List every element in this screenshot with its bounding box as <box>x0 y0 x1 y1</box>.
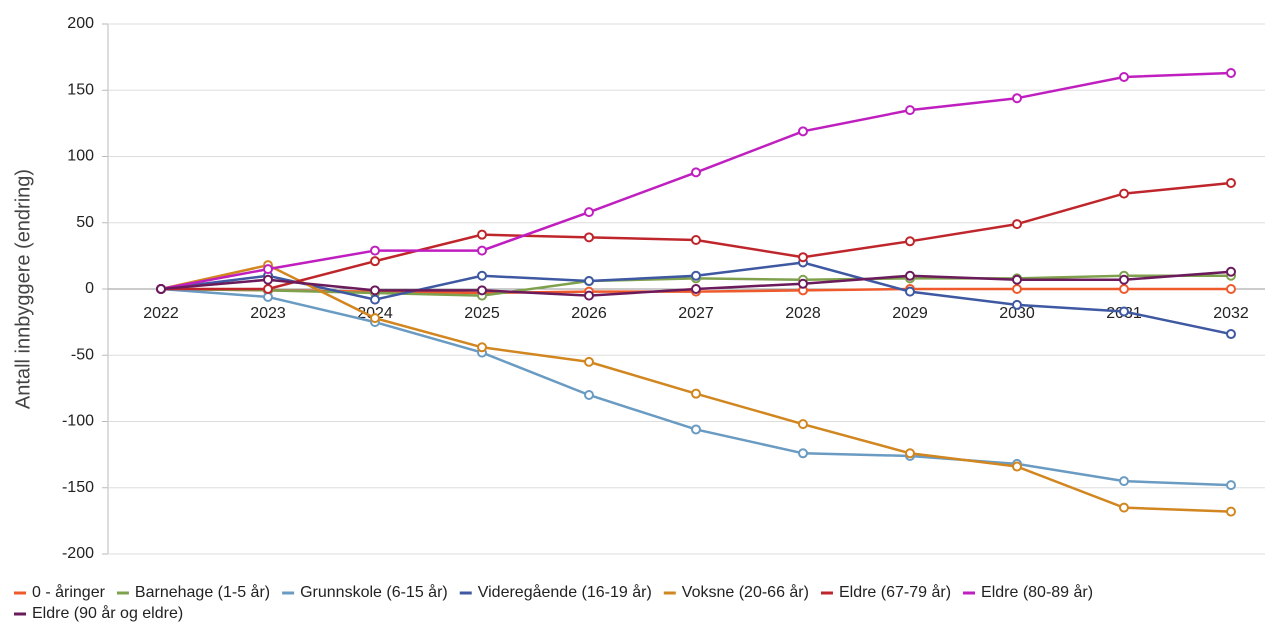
point <box>691 424 701 435</box>
point <box>798 252 808 263</box>
point <box>905 286 915 297</box>
point <box>691 270 701 281</box>
point <box>905 270 915 281</box>
point <box>477 245 487 256</box>
series-line <box>160 263 1232 513</box>
point <box>477 270 487 281</box>
y-tick-label: -150 <box>62 479 94 496</box>
y-tick-label: -100 <box>62 413 94 430</box>
legend-label: Grunnskole (6-15 år) <box>300 583 448 601</box>
point <box>905 236 915 247</box>
legend-label: Eldre (90 år og eldre) <box>32 604 183 622</box>
point <box>1119 72 1129 82</box>
point <box>1226 506 1236 517</box>
point <box>1226 480 1236 491</box>
legend-label: Barnehage (1-5 år) <box>135 583 270 601</box>
legend-label: Voksne (20-66 år) <box>682 583 809 601</box>
point <box>1119 306 1129 317</box>
legend-label: Eldre (67-79 år) <box>839 583 951 601</box>
point <box>798 448 808 459</box>
point <box>691 167 701 178</box>
point <box>156 284 166 294</box>
y-tick-label: 150 <box>67 81 94 98</box>
point <box>905 105 915 116</box>
point <box>1226 329 1236 340</box>
x-tick-label: 2032 <box>1213 305 1249 322</box>
point <box>584 290 594 301</box>
point <box>798 126 808 137</box>
y-tick-label: 100 <box>67 148 94 165</box>
point <box>1119 476 1129 487</box>
point <box>1012 219 1022 230</box>
point <box>1226 178 1236 188</box>
x-tick-label: 2030 <box>999 305 1035 322</box>
x-tick-label: 2028 <box>785 305 821 322</box>
point <box>691 388 701 399</box>
point <box>584 232 594 243</box>
point <box>477 342 487 353</box>
point <box>584 276 594 287</box>
y-tick-label: -50 <box>71 346 94 363</box>
point <box>1012 93 1022 104</box>
point <box>477 285 487 296</box>
point <box>1119 502 1129 513</box>
point <box>1012 299 1022 310</box>
point <box>370 285 380 296</box>
point <box>370 294 380 305</box>
point <box>584 207 594 218</box>
point <box>477 229 487 240</box>
x-tick-label: 2023 <box>250 305 286 322</box>
series-line <box>160 71 1232 291</box>
point <box>1119 274 1129 285</box>
y-axis-label: Antall innbyggere (endring) <box>12 169 34 409</box>
point <box>584 356 594 367</box>
point <box>691 234 701 245</box>
x-tick-label: 2026 <box>571 305 607 322</box>
legend-label: 0 - åringer <box>32 583 106 601</box>
point <box>1119 188 1129 199</box>
x-tick-label: 2027 <box>678 305 714 322</box>
point <box>263 291 273 302</box>
x-tick-label: 2022 <box>143 305 179 322</box>
point <box>1226 266 1236 277</box>
point <box>1226 284 1236 294</box>
point <box>370 256 380 267</box>
point <box>263 264 273 275</box>
x-tick-label: 2025 <box>464 305 500 322</box>
point <box>584 390 594 400</box>
point <box>1119 284 1129 294</box>
legend-label: Videregående (16-19 år) <box>478 583 652 601</box>
y-tick-label: 0 <box>85 280 94 297</box>
point <box>370 313 380 324</box>
legend-label: Eldre (80-89 år) <box>981 583 1093 601</box>
point <box>1226 68 1236 79</box>
y-tick-label: -200 <box>62 545 94 562</box>
point <box>1012 461 1022 472</box>
y-tick-label: 200 <box>67 15 94 32</box>
point <box>263 274 273 285</box>
point <box>691 284 701 294</box>
point <box>798 278 808 289</box>
x-tick-label: 2029 <box>892 305 928 322</box>
point <box>263 284 273 294</box>
y-tick-label: 50 <box>76 214 94 231</box>
point <box>905 448 915 459</box>
point <box>798 419 808 430</box>
point <box>1012 284 1022 294</box>
point <box>1012 274 1022 285</box>
point <box>370 245 380 256</box>
